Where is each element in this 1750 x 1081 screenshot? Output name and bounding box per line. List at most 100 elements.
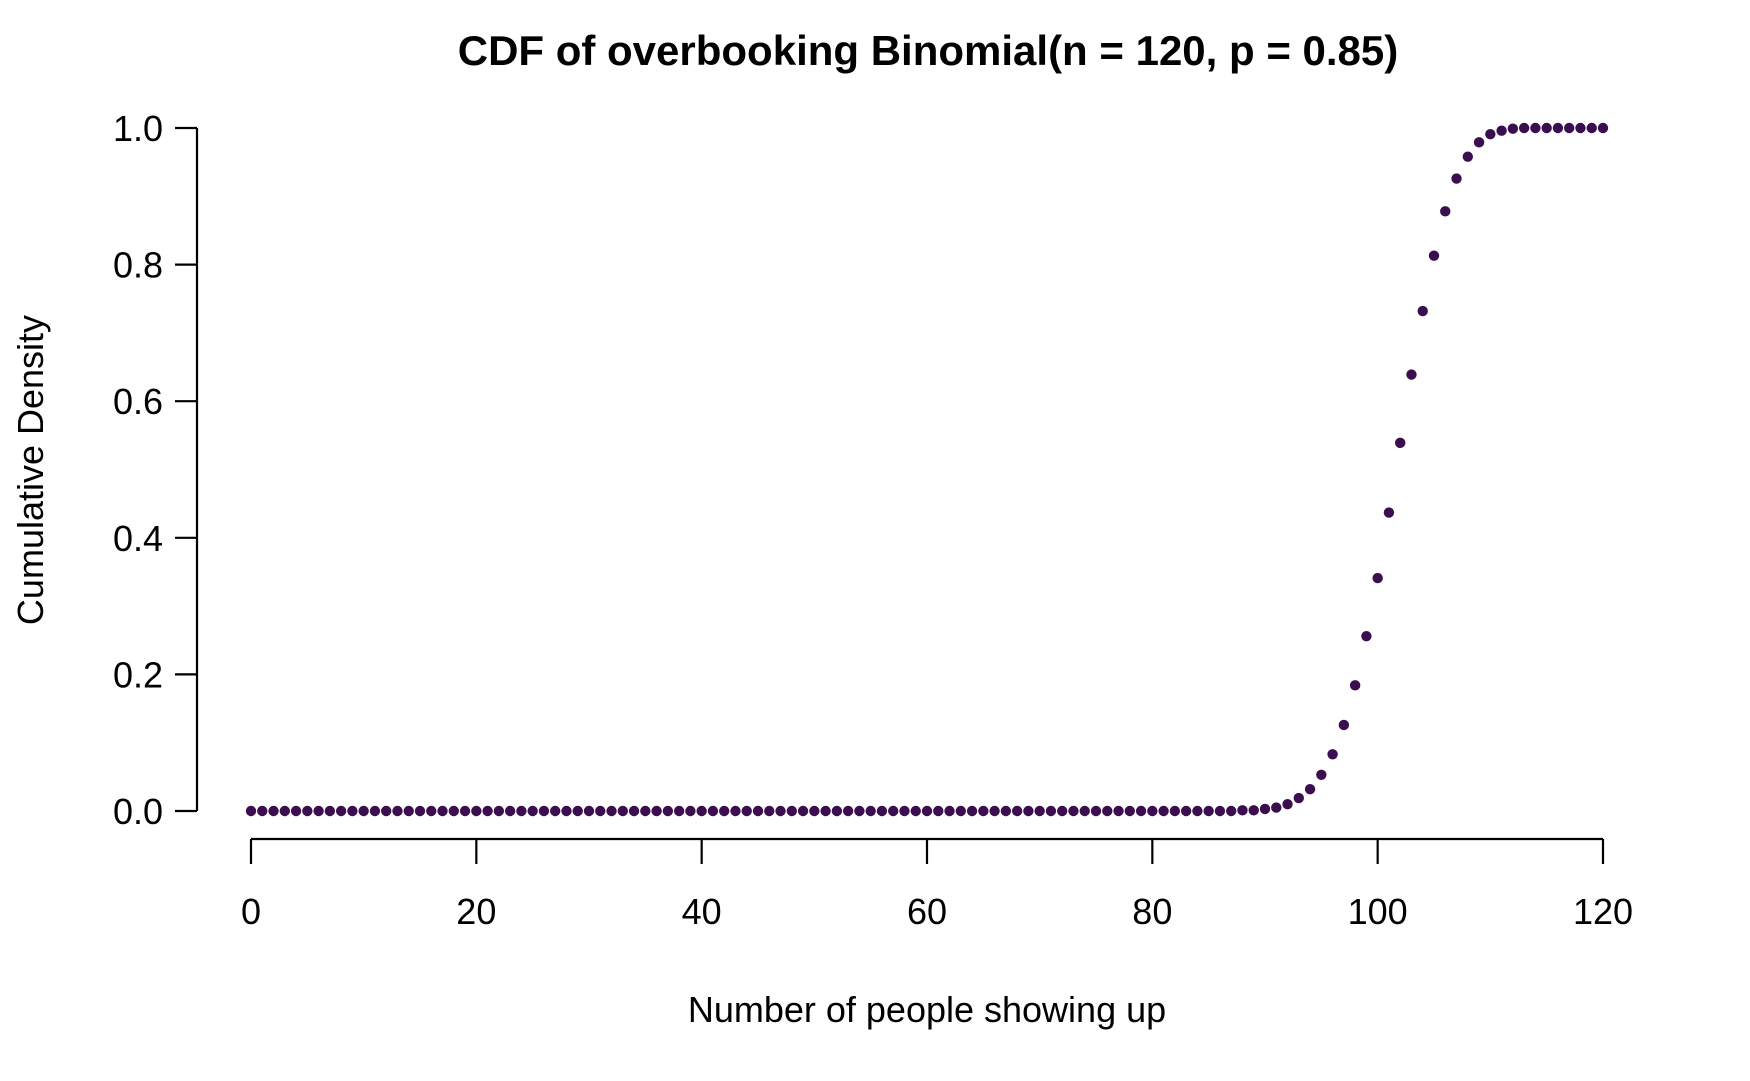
data-point <box>595 805 606 817</box>
data-point <box>1496 125 1507 136</box>
data-point <box>809 805 820 817</box>
data-point <box>245 805 257 817</box>
data-point <box>1417 305 1428 317</box>
data-point <box>1507 123 1519 134</box>
data-point <box>989 805 1000 817</box>
data-point <box>1575 122 1586 134</box>
x-tick-label: 80 <box>1132 891 1172 932</box>
data-point <box>268 805 279 817</box>
data-point <box>662 805 674 817</box>
data-point <box>527 805 538 817</box>
data-point <box>1327 749 1338 760</box>
x-tick-label: 40 <box>682 891 722 932</box>
data-point <box>1349 680 1361 691</box>
data-point <box>831 805 843 817</box>
data-point <box>1011 805 1023 817</box>
data-point <box>1045 805 1057 817</box>
data-point <box>1034 805 1045 817</box>
data-point <box>347 805 358 817</box>
data-point <box>1203 805 1214 817</box>
data-point <box>414 805 426 817</box>
x-tick-label: 0 <box>241 891 261 932</box>
y-axis-ticks: 0.0 0.2 0.4 0.6 0.8 1.0 <box>113 108 197 832</box>
data-point <box>888 805 899 817</box>
data-point <box>673 805 685 817</box>
data-point <box>290 805 302 817</box>
data-point <box>1079 805 1090 817</box>
data-point <box>459 805 471 817</box>
y-tick-label: 0.6 <box>113 381 163 422</box>
data-point <box>1451 173 1462 184</box>
data-point <box>786 805 797 817</box>
data-point <box>606 805 617 817</box>
data-point <box>628 805 640 817</box>
data-point <box>640 805 651 817</box>
data-point <box>617 805 628 817</box>
data-point <box>1395 437 1406 449</box>
data-point <box>1541 122 1552 134</box>
data-point <box>572 805 583 817</box>
data-point <box>1147 805 1158 817</box>
data-point <box>1361 630 1372 642</box>
data-point <box>369 805 381 817</box>
data-point <box>854 805 865 817</box>
data-point <box>921 805 933 817</box>
chart-title: CDF of overbooking Binomial(n = 120, p =… <box>458 27 1399 74</box>
data-point <box>955 805 966 817</box>
data-point <box>1068 805 1079 817</box>
data-point <box>685 805 696 817</box>
data-point <box>1428 250 1440 261</box>
data-point <box>1214 805 1226 817</box>
data-point <box>1530 122 1541 134</box>
data-point <box>651 805 662 817</box>
data-point <box>504 805 516 817</box>
data-point <box>1259 803 1271 815</box>
data-point <box>1000 805 1012 817</box>
data-point <box>448 805 459 817</box>
data-point <box>1518 122 1530 134</box>
data-point <box>1023 805 1034 817</box>
x-axis-label: Number of people showing up <box>688 989 1166 1030</box>
data-point <box>279 805 290 817</box>
data-point <box>561 805 572 817</box>
data-point <box>1135 805 1147 817</box>
data-point <box>381 805 392 817</box>
y-tick-label: 0.4 <box>113 518 163 559</box>
data-point <box>1338 719 1350 731</box>
data-point <box>1304 783 1316 795</box>
data-point <box>1192 805 1203 817</box>
data-point <box>1552 122 1564 134</box>
data-point <box>1473 137 1485 148</box>
y-tick-label: 0.2 <box>113 654 163 695</box>
data-point <box>1057 805 1068 817</box>
data-point <box>1180 805 1192 817</box>
data-point <box>1102 805 1113 817</box>
data-point <box>842 805 854 817</box>
data-point <box>730 805 741 817</box>
data-point <box>775 805 786 817</box>
data-point <box>1440 206 1451 217</box>
data-point <box>437 805 448 817</box>
x-tick-label: 120 <box>1573 891 1633 932</box>
data-point <box>1406 369 1417 380</box>
data-point <box>335 805 347 817</box>
data-point <box>550 805 561 817</box>
data-point <box>899 805 910 817</box>
data-point <box>516 805 527 817</box>
data-point <box>1271 802 1282 813</box>
data-point <box>764 805 775 817</box>
x-tick-label: 100 <box>1348 891 1408 932</box>
data-point <box>876 805 888 817</box>
data-point <box>1564 122 1575 134</box>
data-point <box>1113 805 1124 817</box>
data-point <box>538 805 550 817</box>
data-point <box>978 805 989 817</box>
data-point <box>707 805 719 817</box>
data-point <box>403 805 414 817</box>
data-point <box>910 805 921 817</box>
data-point <box>696 805 707 817</box>
data-point <box>1372 572 1383 584</box>
data-points <box>245 122 1609 817</box>
y-axis-label: Cumulative Density <box>10 315 51 625</box>
